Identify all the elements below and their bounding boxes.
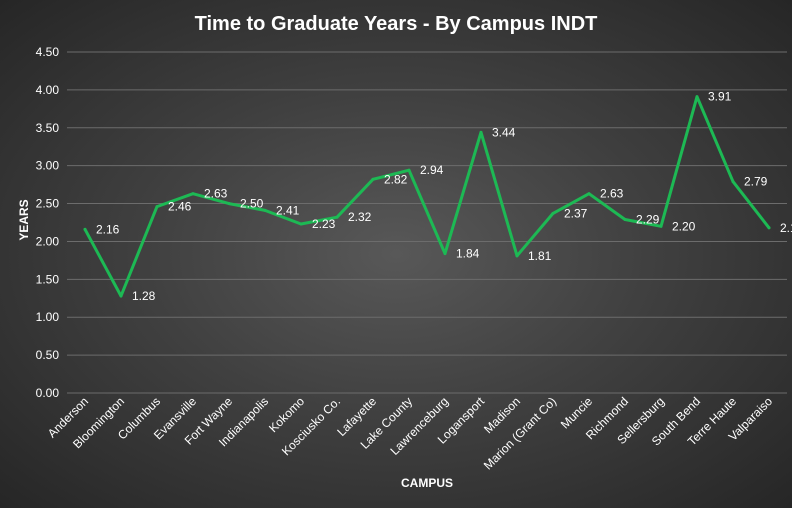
data-point — [155, 205, 159, 209]
data-label: 2.79 — [744, 175, 768, 189]
data-point — [371, 177, 375, 181]
data-point — [299, 222, 303, 226]
data-label: 3.91 — [708, 90, 732, 104]
data-point — [731, 180, 735, 184]
y-tick-label: 4.00 — [36, 83, 60, 97]
data-label: 2.82 — [384, 172, 408, 186]
data-point — [515, 254, 519, 258]
data-point — [407, 168, 411, 172]
y-tick-label: 3.00 — [36, 159, 60, 173]
data-label: 2.37 — [564, 206, 588, 220]
data-label: 2.20 — [672, 219, 696, 233]
chart-title: Time to Graduate Years - By Campus INDT — [195, 13, 598, 35]
data-point — [479, 130, 483, 134]
data-point — [659, 224, 663, 228]
data-point — [767, 226, 771, 230]
data-label: 2.63 — [600, 187, 624, 201]
data-point — [587, 192, 591, 196]
data-label: 2.32 — [348, 210, 372, 224]
data-point — [119, 294, 123, 298]
x-axis-title: CAMPUS — [401, 476, 453, 490]
data-label: 2.94 — [420, 163, 444, 177]
data-label: 2.29 — [636, 212, 660, 226]
data-point — [551, 211, 555, 215]
series-line-layer — [83, 95, 771, 298]
data-point — [335, 215, 339, 219]
x-axis-ticks: AndersonBloomingtonColumbusEvansvilleFor… — [45, 394, 775, 473]
y-tick-label: 0.50 — [36, 348, 60, 362]
data-point — [191, 192, 195, 196]
data-labels: 2.16 1.28 2.46 2.63 2.50 2.41 2.23 2.32 2.82 2.94… — [96, 90, 792, 303]
gridlines — [67, 51, 787, 394]
y-tick-label: 1.50 — [36, 272, 60, 286]
data-point — [227, 202, 231, 206]
data-label: 2.16 — [96, 222, 120, 236]
data-point — [263, 208, 267, 212]
y-axis-title: YEARS — [17, 199, 31, 240]
data-label: 3.44 — [492, 125, 516, 139]
y-tick-label: 3.50 — [36, 121, 60, 135]
data-label: 2.63 — [204, 187, 228, 201]
data-label: 2.46 — [168, 200, 192, 214]
data-point — [695, 95, 699, 99]
data-point — [443, 252, 447, 256]
data-label: 2.23 — [312, 217, 336, 231]
data-point — [623, 217, 627, 221]
y-tick-label: 2.50 — [36, 197, 60, 211]
data-label: 1.28 — [132, 289, 156, 303]
data-point — [83, 227, 87, 231]
data-label: 2.18 — [780, 221, 792, 235]
series-line — [83, 95, 771, 298]
y-tick-label: 0.00 — [36, 386, 60, 400]
y-tick-label: 2.00 — [36, 234, 60, 248]
y-tick-label: 4.50 — [36, 45, 60, 59]
data-label: 2.41 — [276, 203, 300, 217]
y-axis-ticks: 0.00 0.50 1.00 1.50 2.00 2.50 3.00 3.50 4.00 4.50 — [36, 45, 60, 400]
data-label: 1.84 — [456, 247, 480, 261]
data-label: 2.50 — [240, 197, 264, 211]
data-label: 1.81 — [528, 249, 552, 263]
y-tick-label: 1.00 — [36, 310, 60, 324]
